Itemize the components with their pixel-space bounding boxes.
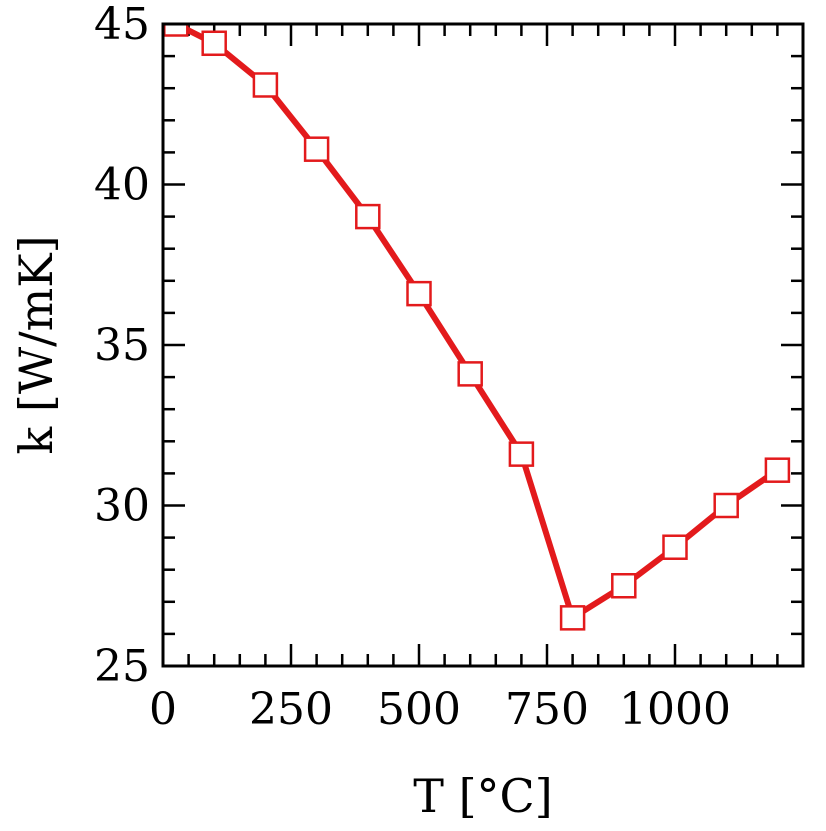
series-line [163,24,791,631]
data-point [406,280,432,307]
y-axis-label: k [W/mK] [9,235,63,454]
series-group [163,24,791,631]
data-point [764,457,791,483]
plot-frame [161,22,805,668]
y-tick-label: 25 [94,641,150,692]
data-point [559,605,586,631]
tick-labels: 0 250 500 750 1000 25 30 35 40 45 [94,0,731,735]
y-tick-label: 45 [94,0,150,50]
data-point [662,534,688,560]
x-axis-label: T [°C] [413,769,552,823]
data-point [201,30,227,57]
x-tick-label: 0 [149,684,177,735]
y-tick-label: 30 [94,481,150,532]
data-point [252,72,279,98]
data-line [174,24,780,621]
data-point [611,573,637,599]
data-point [355,203,381,230]
ticks [161,22,805,668]
data-point [713,492,739,519]
y-tick-label: 40 [94,160,150,211]
x-tick-label: 500 [377,684,461,735]
x-tick-label: 750 [505,684,589,735]
data-point [163,24,189,37]
data-point [303,136,330,162]
data-point [457,361,483,387]
data-point [508,441,535,467]
y-tick-label: 35 [94,320,150,371]
x-tick-label: 1000 [619,684,731,735]
x-tick-label: 250 [249,684,333,735]
